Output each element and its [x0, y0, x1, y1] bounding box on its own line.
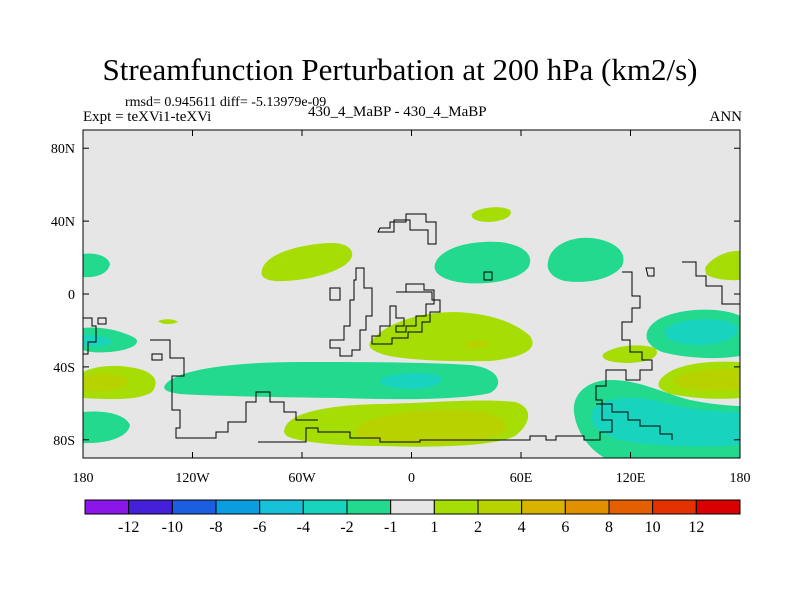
region-southern-ocean-pacific-low	[83, 411, 130, 444]
region-south-atlantic-low	[164, 362, 499, 400]
colorbar-label: 10	[645, 519, 661, 536]
coastline-new-guinea	[645, 267, 655, 277]
colorbar-label: 8	[605, 519, 613, 536]
coastline-group	[83, 213, 740, 443]
y-axis-ticks: 80N 40N 0 40S 80S	[51, 142, 740, 449]
y-tick-label: 80S	[53, 434, 75, 449]
region-north-atlantic-high	[261, 242, 353, 282]
region-east-africa-high	[471, 207, 511, 222]
x-tick-label: 60W	[288, 471, 316, 486]
region-southwest-pacific-core	[83, 373, 128, 392]
region-indian-ocean-high	[602, 345, 658, 363]
colorbar-label: 6	[561, 519, 569, 536]
colorbar-label: -8	[209, 519, 222, 536]
colorbar-swatch	[477, 499, 523, 515]
x-axis-ticks: 180 120W 60W 0 60E 120E 180	[73, 130, 751, 486]
coastline-australia-interior	[596, 403, 673, 440]
colorbar-label: -2	[340, 519, 353, 536]
colorbar-swatch	[608, 499, 654, 515]
region-central-pacific-north-low	[83, 253, 110, 278]
colorbar-swatch	[652, 499, 697, 515]
coastline-west-pacific	[83, 317, 97, 355]
colorbar-swatch	[128, 499, 173, 515]
colorbar-swatch	[84, 499, 130, 515]
colorbar-swatch	[390, 499, 435, 515]
y-tick-label: 0	[68, 288, 75, 303]
coastline-west-africa	[329, 287, 341, 301]
colorbar-label: 1	[430, 519, 438, 536]
region-east-australia-core	[664, 319, 738, 346]
colorbar-swatch	[564, 499, 610, 515]
colorbar-swatch	[433, 499, 479, 515]
region-australia-southern-ocean-core	[591, 397, 740, 447]
x-tick-label: 60E	[510, 471, 533, 486]
region-south-asia-low	[547, 237, 624, 282]
region-antarctic-atlantic-core	[355, 410, 506, 444]
x-tick-label: 180	[73, 471, 94, 486]
colorbar-swatch	[695, 499, 741, 515]
region-mediterranean-low	[434, 241, 531, 284]
x-tick-label: 120E	[616, 471, 646, 486]
experiment-label: Expt = teXVi1-teXVi	[83, 109, 212, 125]
coastline-arabia	[483, 271, 493, 281]
coastline-indochina	[258, 271, 653, 443]
colorbar-label: -10	[162, 519, 183, 536]
chart-title: Streamfunction Perturbation at 200 hPa (…	[102, 52, 698, 87]
region-south-pacific-core	[83, 334, 112, 347]
x-tick-label: 0	[408, 471, 415, 486]
y-tick-label: 40S	[53, 361, 75, 376]
coastline-north-west	[97, 317, 107, 325]
coastline-antarctica	[150, 339, 318, 439]
region-south-atlantic-africa-high	[369, 312, 533, 362]
coastline-small-island	[151, 353, 163, 361]
y-tick-label: 80N	[51, 142, 75, 157]
coastline-south-america	[329, 267, 373, 357]
colorbar-label: -4	[297, 519, 310, 536]
region-southeast-pacific-core	[673, 368, 740, 391]
region-south-atlantic-africa-core	[466, 340, 490, 348]
colorbar-label: -12	[118, 519, 139, 536]
x-tick-label: 120W	[175, 471, 210, 486]
colorbar-swatch	[259, 499, 304, 515]
x-tick-label: 180	[730, 471, 751, 486]
stats-line: rmsd= 0.945611 diff= -5.13979e-09	[125, 95, 327, 110]
season-label: ANN	[709, 109, 743, 125]
colorbar-label: -1	[384, 519, 397, 536]
case-label: 430_4_MaBP - 430_4_MaBP	[308, 104, 487, 120]
coastline-africa	[371, 283, 441, 345]
colorbar-label: 12	[688, 519, 704, 536]
colorbar-swatch	[302, 499, 348, 515]
colorbar-label: -6	[253, 519, 266, 536]
colorbar-label: 2	[474, 519, 482, 536]
region-central-pacific-high	[705, 250, 740, 281]
coastline-north-africa	[377, 213, 437, 245]
y-tick-label: 40N	[51, 215, 75, 230]
colorbar: -12 -10 -8 -6 -4 -2 -1 1 2 4 6 8 10 12	[84, 499, 741, 536]
region-equatorial-streak	[158, 319, 178, 325]
colorbar-label: 4	[518, 519, 526, 536]
region-south-atlantic-core	[379, 372, 442, 389]
contour-fill-group	[83, 207, 740, 458]
colorbar-swatch	[521, 499, 566, 515]
colorbar-swatch	[171, 499, 217, 515]
coastline-australia	[682, 261, 740, 305]
colorbar-swatch	[215, 499, 261, 515]
colorbar-swatch	[346, 499, 392, 515]
